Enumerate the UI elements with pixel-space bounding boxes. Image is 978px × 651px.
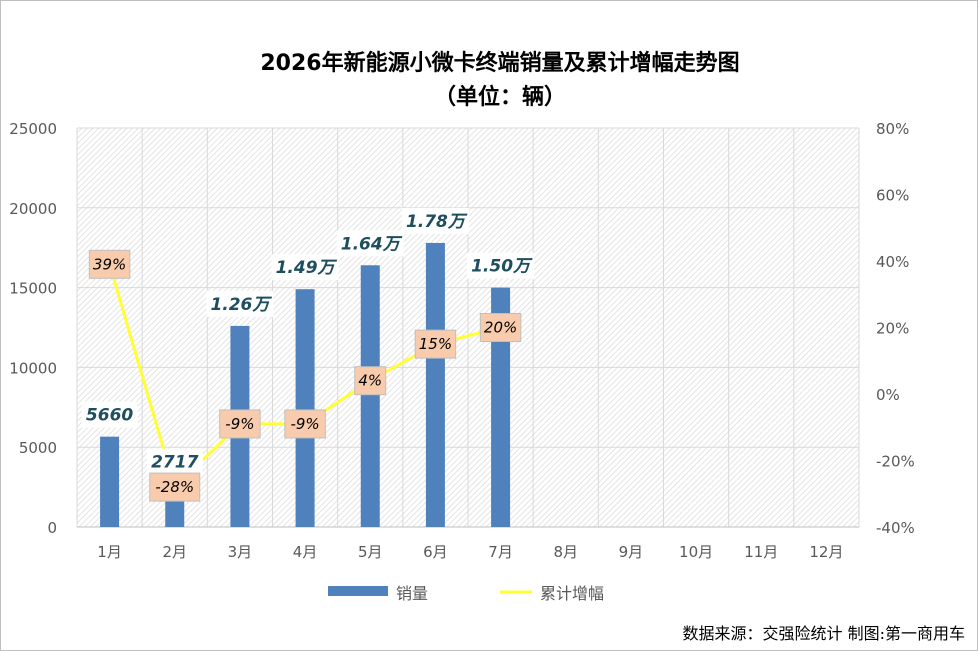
bar-label-box [401,207,469,234]
line-value-label: -28% [155,478,194,496]
x-axis-tick-label: 1月 [97,543,122,561]
x-axis-tick-label: 2月 [162,543,187,561]
bar-value-label: 5660 [86,406,133,426]
x-axis-tick-label: 9月 [619,543,644,561]
left-axis-tick-label: 10000 [9,359,57,377]
right-axis-tick-label: 60% [876,187,909,205]
left-axis-tick-label: 25000 [9,120,57,138]
right-axis-tick-label: -20% [876,453,915,471]
left-axis-tick-label: 5000 [19,439,57,457]
legend-label-sales: 销量 [396,584,428,603]
bar [425,242,445,528]
gridlines [76,127,860,528]
chart-subtitle: （单位：辆） [434,84,566,110]
line-label-box [479,313,522,342]
bar-label-box [81,401,138,428]
bar [295,289,315,527]
bar-value-label: 1.26万 [210,295,272,315]
x-axis-tick-label: 10月 [679,543,713,561]
left-axis-ticks: 0 5000 10000 15000 20000 25000 [9,120,57,537]
right-axis-tick-label: 40% [876,253,909,271]
x-axis-tick-label: 11月 [744,543,778,561]
bar [491,287,511,527]
line-label-box [219,409,261,439]
right-axis-tick-label: 0% [876,386,900,404]
line-label-box [149,472,201,502]
bar [100,436,120,527]
bar-value-label: 2717 [151,453,198,473]
legend-label-growth: 累计增幅 [540,584,604,603]
line-label-box [414,329,457,359]
bar [360,265,380,527]
line-value-label: -9% [225,415,254,433]
right-axis-tick-label: 20% [876,320,909,338]
right-axis-ticks: -40% -20% 0% 20% 40% 60% 80% [876,120,915,537]
chart-title: 2026年新能源小微卡终端销量及累计增幅走势图 [260,50,739,76]
bar-label-box [336,230,404,257]
bar-value-label: 1.49万 [276,258,338,278]
line-value-labels: 39% -28% -9% -9% 4% 15% 20% [88,249,522,502]
bar-series [100,242,511,528]
line-value-label: 15% [419,335,452,353]
bar-value-label: 1.50万 [471,257,533,277]
line-value-label: 20% [484,319,517,337]
left-axis-tick-label: 0 [47,519,57,537]
line-value-label: -9% [290,415,319,433]
legend-swatch-bar [328,586,388,596]
line-label-box [354,366,387,396]
x-axis-tick-label: 6月 [423,543,448,561]
left-axis-tick-label: 20000 [9,200,57,218]
right-axis-tick-label: 80% [876,120,909,138]
line-value-label: 39% [93,255,126,273]
x-axis-tick-label: 4月 [293,543,318,561]
x-axis-tick-label: 7月 [488,543,513,561]
x-axis-tick-label: 5月 [358,543,383,561]
bar-label-box [467,252,535,279]
bar-label-box [271,254,339,281]
category-axis: 1月 2月 3月 4月 5月 6月 7月 8月 9月 10月 11月 12月 [97,543,843,561]
right-axis-tick-label: -40% [876,519,915,537]
x-axis-tick-label: 12月 [809,543,843,561]
bar-label-box [206,290,274,317]
line-label-box [284,409,326,439]
bar-label-box [146,448,203,475]
left-axis-tick-label: 15000 [9,280,57,298]
x-axis-tick-label: 8月 [553,543,578,561]
bar-value-label: 1.64万 [341,234,403,254]
bar-value-label: 1.78万 [406,212,468,232]
x-axis-tick-label: 3月 [228,543,253,561]
line-label-box [88,249,131,279]
line-value-label: 4% [358,372,382,390]
legend: 销量 累计增幅 [328,584,604,603]
source-note: 数据来源：交强险统计 制图:第一商用车 [683,624,965,643]
